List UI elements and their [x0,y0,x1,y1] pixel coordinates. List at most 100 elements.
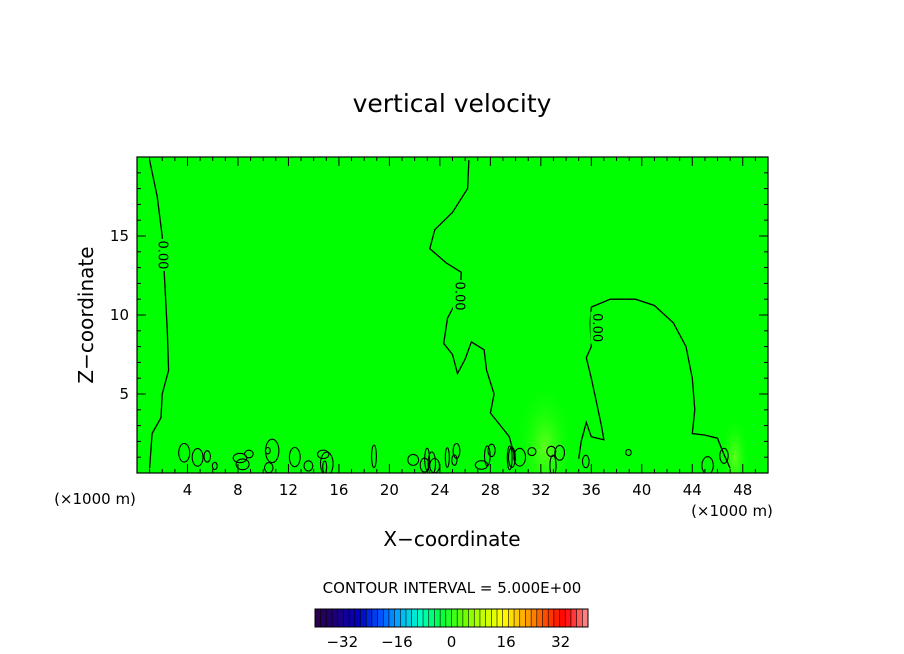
small-contour [581,454,590,469]
colorbar-cell [542,609,549,627]
updraft-patch [720,395,750,473]
colorbar-cell [474,609,481,627]
small-contour [474,460,489,470]
small-contour [625,448,632,457]
colorbar-cell [417,609,424,627]
colorbar-cell [349,609,356,627]
colorbar-cell [332,609,339,627]
colorbar-cell [485,609,492,627]
x-tick-label: 28 [481,481,500,499]
colorbar-cell [411,609,418,627]
x-tick-label: 20 [380,481,399,499]
contour-label: 0.00 [155,240,170,269]
colorbar-cell [400,609,407,627]
colorbar-cell [553,609,560,627]
colorbar-tick-label: −32 [326,633,358,651]
contour-lines [148,160,731,469]
small-contour [451,454,458,466]
small-contour [407,453,420,466]
colorbar-cell [451,609,458,627]
small-contour [506,445,513,471]
small-contour [419,457,430,473]
small-contour [203,450,211,463]
small-contour [371,444,377,469]
colorbar-cell [326,609,333,627]
x-tick-label: 32 [531,481,550,499]
colorbar-cell [531,609,538,627]
small-contour [427,451,437,473]
small-contour [527,447,537,457]
small-contour [554,444,566,461]
contour-label-bg [452,280,465,313]
small-contour [191,448,204,467]
colorbar-cell [354,609,361,627]
colorbar-tick-label: −16 [381,633,413,651]
colorbar-cell [428,609,435,627]
colorbar-cell [366,609,373,627]
colorbar-tick-label: 16 [497,633,516,651]
zero-contour [148,160,170,469]
colorbar-cell [548,609,555,627]
contour-label: 0.00 [589,313,604,342]
small-contour [444,447,450,468]
small-contour [319,451,334,473]
x-axis: 4 8 12 16 20 24 28 32 36 40 44 48 [149,157,756,499]
y-axis: 5 10 15 [110,172,768,458]
colorbar: −32 −16 0 16 32 [314,608,589,651]
colorbar-cell [508,609,515,627]
colorbar-cell [525,609,532,627]
x-axis-label: X−coordinate [383,527,520,551]
small-contour [232,452,248,464]
colorbar-frame [314,608,589,628]
zero-contour [591,298,731,469]
colorbar-cell [497,609,504,627]
x-tick-label: 24 [430,481,449,499]
colorbar-cell [423,609,430,627]
zero-contour [429,160,517,461]
colorbar-cell [462,609,469,627]
colorbar-cell [514,609,521,627]
colorbar-cell [377,609,384,627]
plot-field [137,157,768,473]
contour-label: 0.00 [451,282,466,311]
small-contour [322,460,328,473]
colorbar-cell [559,609,566,627]
colorbar-tick-label: 0 [447,633,457,651]
x-tick-label: 36 [582,481,601,499]
small-contour [264,446,271,455]
colorbar-cell [337,609,344,627]
colorbar-cell [565,609,572,627]
colorbar-cell [383,609,390,627]
colorbar-cell [457,609,464,627]
colorbar-cell [440,609,447,627]
x-unit-right: (×1000 m) [691,502,773,520]
small-contour [288,446,301,468]
colorbar-cell [582,609,589,627]
x-tick-label: 48 [733,481,752,499]
x-tick-label: 44 [683,481,702,499]
y-axis-label: Z−coordinate [74,246,98,383]
small-contour [316,449,330,460]
colorbar-cell [445,609,452,627]
colorbar-cell [570,609,578,627]
colorbar-cell [371,609,378,627]
x-tick-label: 12 [279,481,298,499]
small-contour [235,458,250,471]
colorbar-cell [343,609,350,627]
contour-labels: 0.00 0.00 0.00 [155,238,604,344]
contour-label-bg [590,311,603,344]
small-contour [211,461,218,471]
colorbar-cell [502,609,509,627]
small-contour [549,454,557,473]
colorbar-cell [519,609,526,627]
small-contour [507,446,516,468]
updraft-patch [515,350,575,473]
y-tick-label: 15 [110,227,129,245]
colorbar-cell [394,609,401,627]
colorbar-cell [434,609,441,627]
colorbar-cell [491,609,498,627]
x-tick-label: 8 [233,481,243,499]
colorbar-cell [468,609,475,627]
x-unit-left: (×1000 m) [54,490,136,508]
